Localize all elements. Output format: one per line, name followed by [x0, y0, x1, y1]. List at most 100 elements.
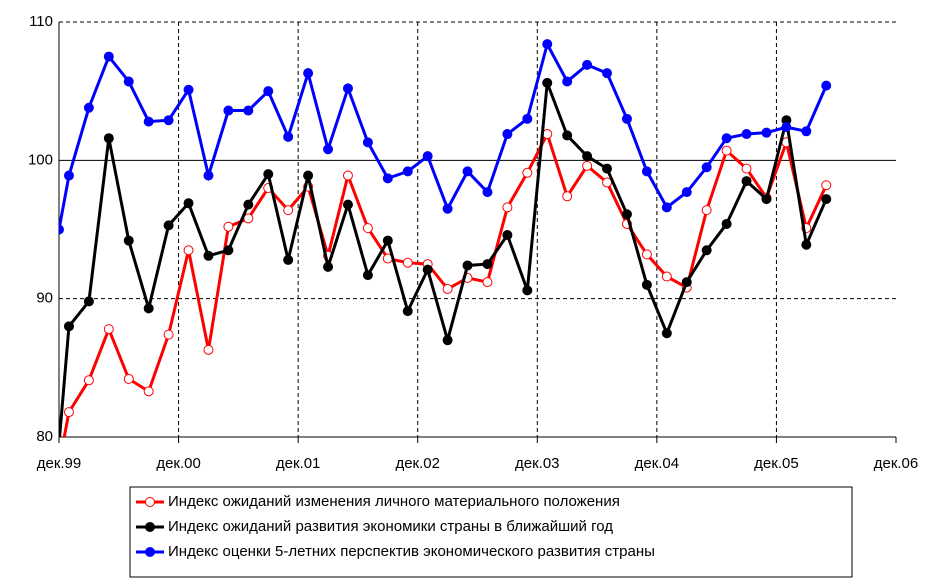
data-point [123, 373, 134, 384]
data-point [641, 279, 652, 290]
data-point [661, 328, 672, 339]
data-point [821, 180, 832, 191]
data-point [821, 194, 832, 205]
data-point [701, 205, 712, 216]
data-point [721, 218, 732, 229]
data-point [621, 113, 632, 124]
data-point [801, 126, 812, 137]
data-point [482, 277, 493, 288]
data-point [342, 170, 353, 181]
data-point [422, 264, 433, 275]
data-point [123, 235, 134, 246]
data-point [183, 245, 194, 256]
data-point [342, 199, 353, 210]
y-tick-label: 100 [28, 151, 53, 168]
data-point [721, 145, 732, 156]
data-point [462, 260, 473, 271]
data-point [821, 80, 832, 91]
data-point [801, 239, 812, 250]
data-point [342, 83, 353, 94]
data-point [203, 250, 214, 261]
data-point [263, 169, 274, 180]
x-tick-label: дек.00 [156, 455, 201, 472]
data-point [382, 173, 393, 184]
data-point [562, 76, 573, 87]
data-point [382, 235, 393, 246]
x-tick-label: дек.04 [635, 455, 680, 472]
data-point [482, 187, 493, 198]
data-point [661, 202, 672, 213]
data-point [402, 306, 413, 317]
data-point [163, 115, 174, 126]
legend-box [129, 486, 853, 578]
data-point [63, 407, 74, 418]
legend-marker [145, 547, 155, 557]
data-point [442, 335, 453, 346]
data-point [123, 76, 134, 87]
data-point [721, 133, 732, 144]
data-point [402, 166, 413, 177]
data-point [59, 224, 64, 235]
data-point [522, 113, 533, 124]
data-point [522, 167, 533, 178]
data-point [562, 130, 573, 141]
data-point [63, 321, 74, 332]
data-point [661, 271, 672, 282]
data-point [482, 259, 493, 270]
data-point [442, 203, 453, 214]
data-point [562, 191, 573, 202]
series-line [62, 130, 828, 437]
data-point [741, 163, 752, 174]
data-point [362, 137, 373, 148]
data-point [163, 220, 174, 231]
data-point [362, 270, 373, 281]
data-point [741, 129, 752, 140]
x-tick-label: дек.06 [874, 455, 919, 472]
data-point [243, 105, 254, 116]
x-tick-label: дек.01 [276, 455, 321, 472]
data-point [462, 166, 473, 177]
data-point [542, 39, 553, 50]
data-point [83, 102, 94, 113]
data-point [442, 283, 453, 294]
data-point [641, 166, 652, 177]
data-point [602, 68, 613, 79]
data-point [781, 122, 792, 133]
data-point [103, 324, 114, 335]
data-point [63, 170, 74, 181]
data-point [103, 51, 114, 62]
y-tick-label: 90 [36, 290, 53, 307]
data-point [183, 198, 194, 209]
legend-label: Индекс ожиданий развития экономики стран… [168, 518, 613, 535]
data-point [223, 105, 234, 116]
data-point [701, 162, 712, 173]
data-point [103, 133, 114, 144]
data-point [582, 151, 593, 162]
x-tick-label: дек.02 [395, 455, 440, 472]
data-point [163, 329, 174, 340]
data-point [522, 285, 533, 296]
data-point [602, 163, 613, 174]
x-tick-label: дек.03 [515, 455, 560, 472]
data-point [542, 77, 553, 88]
data-point [143, 303, 154, 314]
data-point [681, 187, 692, 198]
data-point [83, 375, 94, 386]
data-point [263, 86, 274, 97]
data-point [243, 199, 254, 210]
data-point [143, 386, 154, 397]
data-point [681, 277, 692, 288]
data-point [502, 129, 513, 140]
data-point [761, 194, 772, 205]
data-point [582, 160, 593, 171]
y-tick-label: 80 [36, 428, 53, 445]
data-point [582, 59, 593, 70]
data-point [701, 245, 712, 256]
data-point [303, 68, 314, 79]
data-point [283, 254, 294, 265]
data-point [741, 176, 752, 187]
data-point [362, 223, 373, 234]
data-point [422, 151, 433, 162]
data-point [223, 221, 234, 232]
data-point [203, 344, 214, 355]
